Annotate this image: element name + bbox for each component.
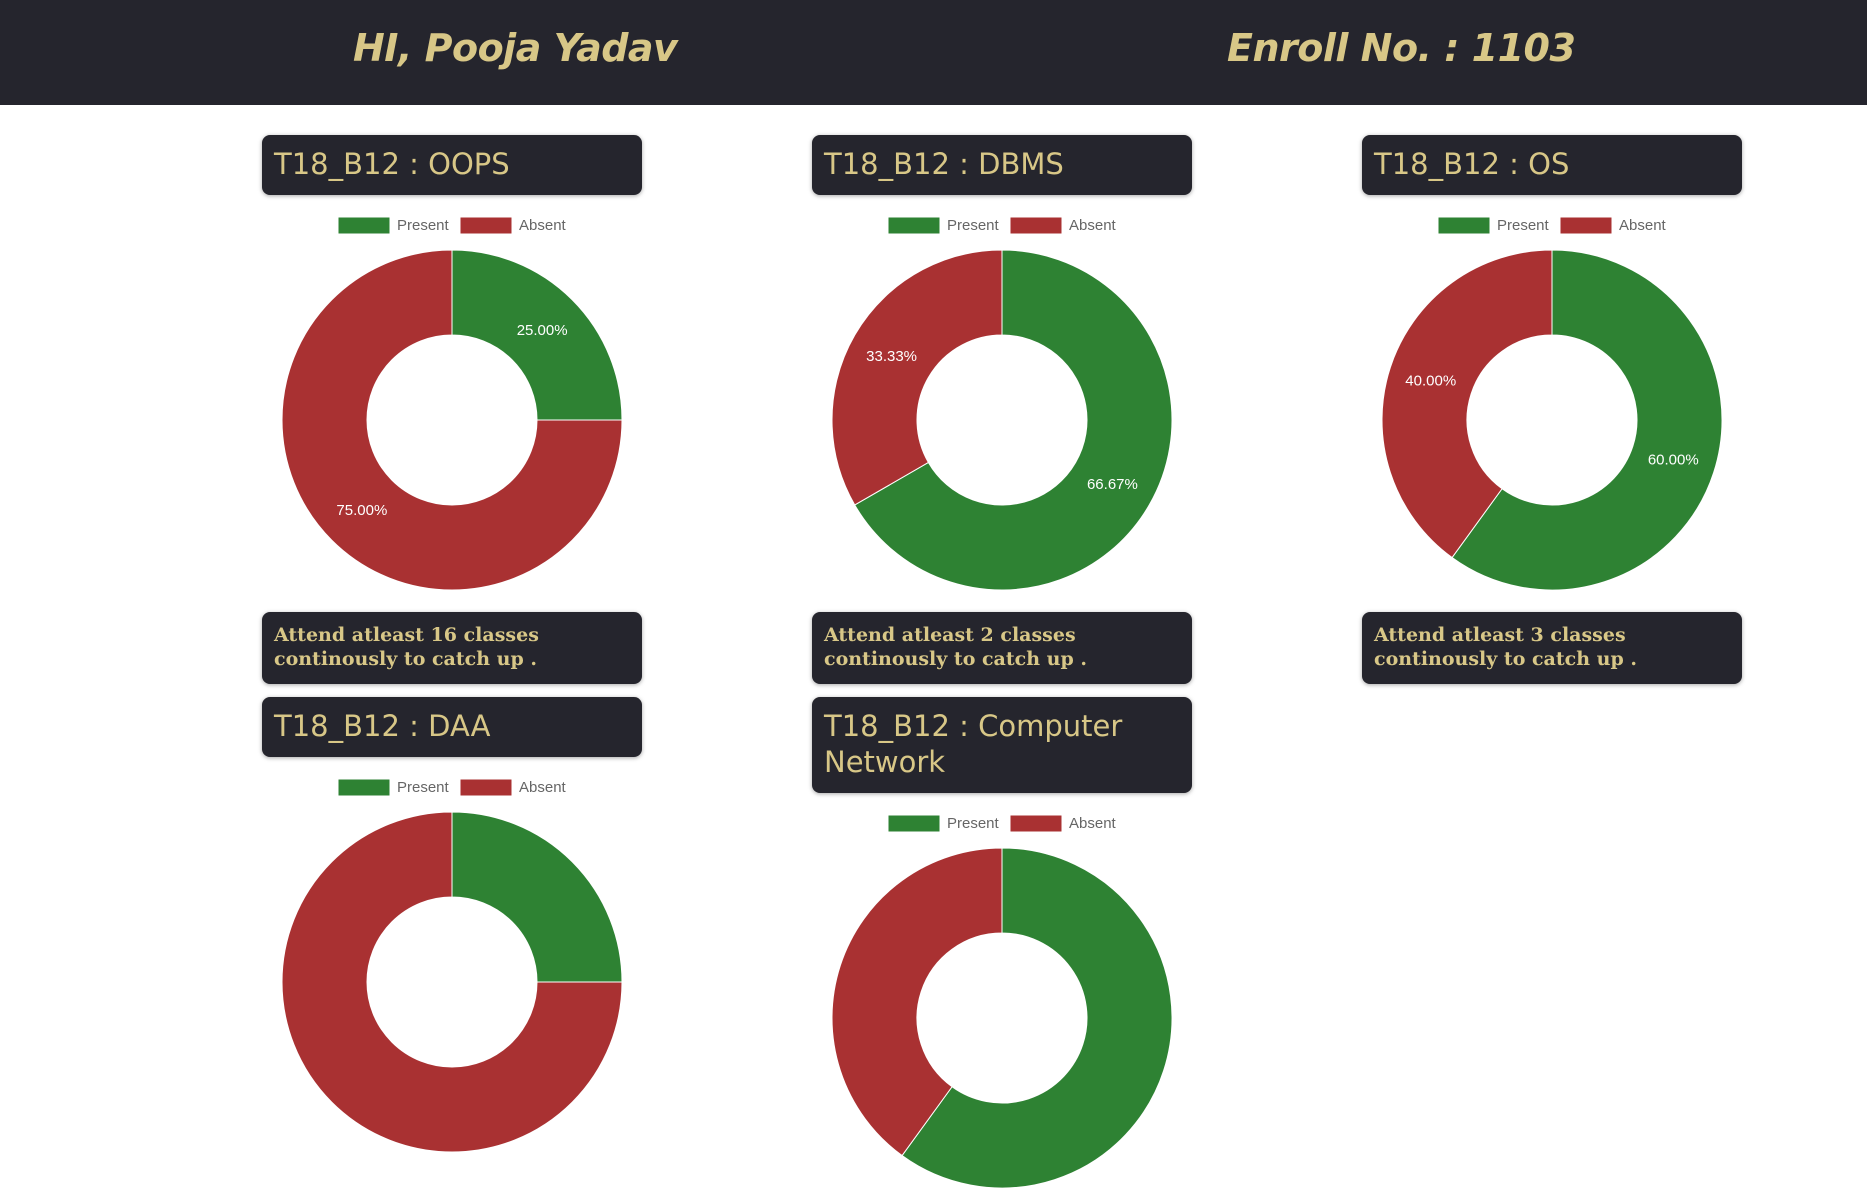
legend-swatch-present (338, 779, 390, 796)
subject-title-daa: T18_B12 : DAA (262, 697, 642, 757)
legend-label-present: Present (397, 217, 450, 234)
legend-label-present: Present (397, 779, 450, 796)
legend-swatch-present (1438, 217, 1490, 234)
attendance-chart-dbms: Present Absent 66.67% 33.33% (812, 205, 1192, 600)
legend-swatch-absent (460, 217, 512, 234)
subject-title-dbms: T18_B12 : DBMS (812, 135, 1192, 195)
legend-label-absent: Absent (519, 217, 567, 234)
subject-title-computer-network: T18_B12 : Computer Network (812, 697, 1192, 793)
slice-label-absent: 40.00% (1405, 373, 1456, 390)
greeting-text: HI, Pooja Yadav (353, 26, 678, 70)
slice-present (451, 811, 623, 983)
legend-swatch-absent (460, 779, 512, 796)
top-header: HI, Pooja Yadav Enroll No. : 1103 (0, 0, 1867, 105)
slice-present (854, 249, 1173, 591)
legend-swatch-absent (1010, 217, 1062, 234)
attendance-chart-daa: Present Absent (262, 767, 642, 1162)
legend-swatch-present (888, 815, 940, 832)
subject-title-os: T18_B12 : OS (1362, 135, 1742, 195)
attendance-chart-oops: Present Absent 25.00% 75.00% (262, 205, 642, 600)
legend-label-present: Present (947, 815, 1000, 832)
legend-label-absent: Absent (1069, 815, 1117, 832)
legend-swatch-present (338, 217, 390, 234)
legend-label-present: Present (1497, 217, 1550, 234)
slice-label-present: 60.00% (1648, 451, 1699, 468)
slice-label-present: 25.00% (517, 322, 568, 339)
slice-absent (1381, 249, 1553, 559)
slice-label-absent: 75.00% (336, 502, 387, 519)
legend-swatch-absent (1010, 815, 1062, 832)
legend-swatch-present (888, 217, 940, 234)
slice-absent (281, 249, 623, 591)
attendance-chart-os: Present Absent 60.00% 40.00% (1362, 205, 1742, 600)
legend-label-present: Present (947, 217, 1000, 234)
catch-up-note-oops: Attend atleast 16 classes continously to… (262, 612, 642, 684)
legend-label-absent: Absent (1619, 217, 1667, 234)
catch-up-note-dbms: Attend atleast 2 classes continously to … (812, 612, 1192, 684)
slice-present (1451, 249, 1723, 591)
slice-absent (831, 249, 1003, 506)
subject-title-oops: T18_B12 : OOPS (262, 135, 642, 195)
slice-label-absent: 33.33% (866, 348, 917, 365)
legend-label-absent: Absent (519, 779, 567, 796)
legend-swatch-absent (1560, 217, 1612, 234)
enroll-number: Enroll No. : 1103 (1227, 26, 1576, 70)
slice-present (451, 249, 623, 421)
legend-label-absent: Absent (1069, 217, 1117, 234)
catch-up-note-os: Attend atleast 3 classes continously to … (1362, 612, 1742, 684)
attendance-chart-computer-network: Present Absent (812, 803, 1192, 1198)
slice-label-present: 66.67% (1087, 476, 1138, 493)
